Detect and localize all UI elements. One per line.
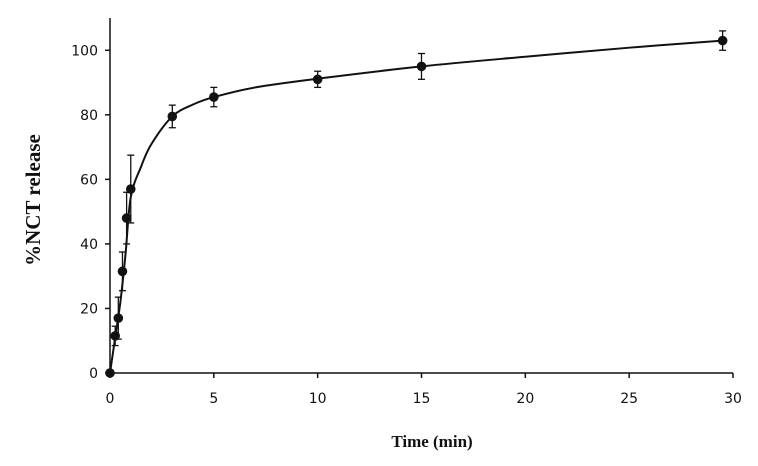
error-bars: [111, 30, 727, 347]
data-point: [209, 92, 219, 102]
y-tick-label: 40: [80, 237, 98, 253]
data-point: [167, 111, 178, 122]
data-point: [113, 313, 124, 323]
y-ticks: 0 20 40 60 80 100: [71, 43, 110, 382]
x-tick-label: 30: [724, 391, 742, 407]
data-point: [125, 184, 136, 194]
y-tick-label: 60: [80, 172, 98, 188]
data-points: [105, 35, 728, 378]
x-tick-label: 0: [106, 391, 115, 407]
x-tick-label: 25: [620, 391, 638, 407]
y-tick-label: 0: [89, 366, 98, 382]
fit-curve: [109, 39, 723, 374]
x-tick-label: 20: [516, 391, 534, 407]
data-point: [110, 331, 120, 341]
data-point: [717, 35, 728, 46]
y-axis-title: %NCT release: [21, 134, 45, 266]
y-tick-label: 100: [71, 43, 98, 59]
x-tick-label: 10: [309, 391, 327, 407]
data-point: [416, 61, 427, 72]
y-tick-label: 20: [80, 301, 98, 317]
plot-area: 0 20 40 60 80 100 0 5 10 15 20 25 30: [71, 18, 742, 407]
x-ticks: 0 5 10 15 20 25 30: [106, 373, 742, 407]
data-point: [121, 213, 132, 223]
x-axis-title: Time (min): [391, 432, 472, 451]
x-tick-label: 15: [413, 391, 431, 407]
y-tick-label: 80: [80, 108, 98, 124]
data-point: [105, 368, 115, 378]
data-point: [312, 74, 323, 85]
x-tick-label: 5: [209, 391, 218, 407]
data-point: [117, 266, 128, 277]
